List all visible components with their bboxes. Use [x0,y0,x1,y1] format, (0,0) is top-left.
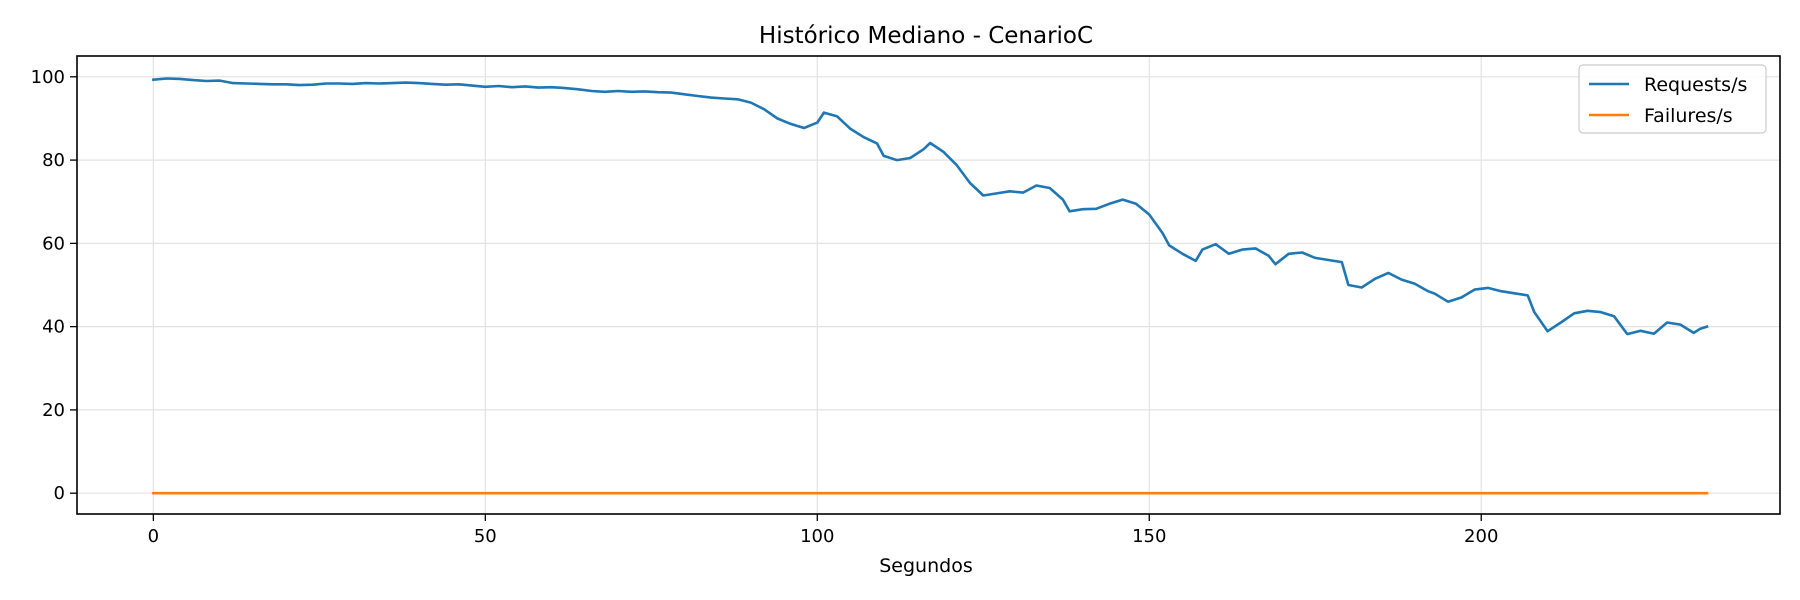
legend-label: Requests/s [1644,74,1747,96]
y-axis: 0 20 40 60 80 100 [31,67,77,504]
plot-frame [76,55,1781,515]
series-line-0 [151,77,1709,336]
x-tick-label: 100 [800,526,834,547]
legend: Requests/s Failures/s [1578,64,1767,134]
y-tick-label: 40 [42,317,65,338]
x-axis: 0 50 100 150 200 [148,514,1498,547]
x-tick-label: 0 [148,526,159,547]
y-tick-label: 60 [42,233,65,254]
chart-title: Histórico Mediano - CenarioC [759,23,1093,49]
y-tick-label: 80 [42,150,65,171]
series-layer [151,77,1709,495]
x-tick-label: 200 [1464,526,1498,547]
y-tick-label: 0 [54,483,65,504]
x-tick-label: 50 [474,526,497,547]
y-tick-label: 20 [42,400,65,421]
x-axis-label: Segundos [879,555,972,577]
y-tick-label: 100 [31,67,65,88]
legend-label: Failures/s [1644,105,1733,127]
grid [77,56,1780,514]
x-tick-label: 150 [1132,526,1166,547]
